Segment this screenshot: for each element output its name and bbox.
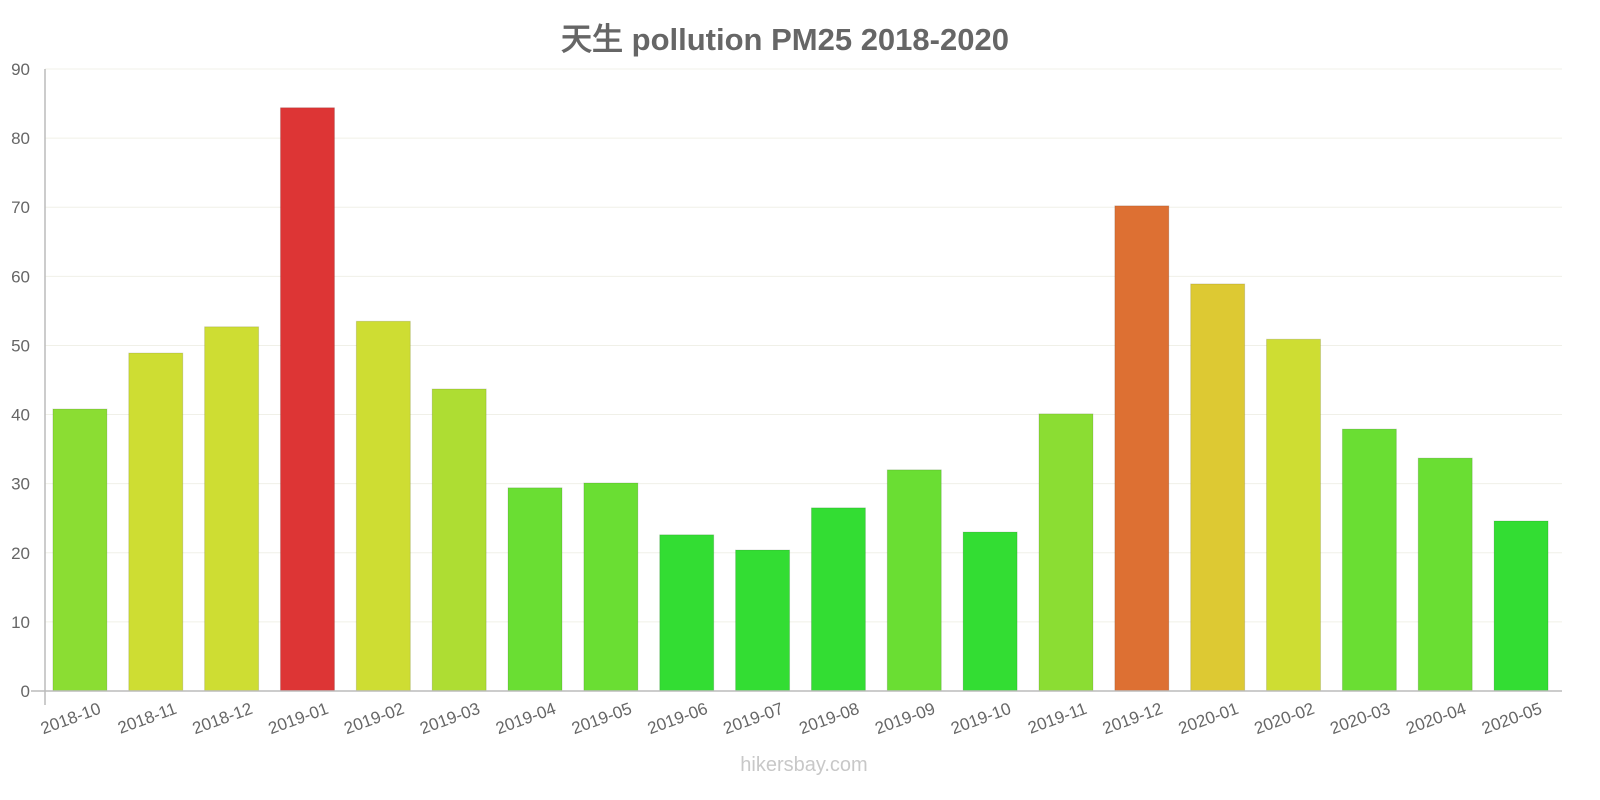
bar-2020-04 (1417, 457, 1473, 692)
bar-2020-01 (1190, 283, 1246, 692)
bar-2019-03 (431, 388, 487, 692)
x-tick-label: 2019-03 (417, 699, 482, 738)
y-tick-label: 40 (11, 406, 30, 425)
x-tick-label: 2019-07 (721, 699, 786, 738)
x-tick-label: 2020-03 (1328, 699, 1393, 738)
watermark: hikersbay.com (740, 754, 868, 776)
x-tick-label: 2019-01 (266, 699, 331, 738)
x-tick-label: 2020-01 (1176, 699, 1241, 738)
bar-2019-12 (1114, 205, 1170, 692)
x-tick-label: 2018-12 (190, 699, 255, 738)
x-tick-label: 2020-05 (1479, 699, 1544, 738)
bar-2019-10 (962, 531, 1018, 692)
bar-2019-11 (1038, 413, 1094, 692)
bar-2020-03 (1341, 428, 1397, 692)
bar-2018-12 (204, 326, 260, 692)
x-tick-label: 2019-09 (873, 699, 938, 738)
bar-2019-05 (583, 482, 639, 692)
y-tick-label: 50 (11, 336, 30, 355)
y-tick-label: 20 (11, 544, 30, 563)
x-tick-label: 2019-10 (948, 699, 1013, 738)
x-tick-label: 2019-12 (1100, 699, 1165, 738)
bar-2018-11 (128, 352, 184, 692)
chart-title: 天生 pollution PM25 2018-2020 (561, 22, 1009, 57)
y-tick-label: 30 (11, 475, 30, 494)
bar-2019-09 (886, 469, 942, 692)
y-tick-label: 60 (11, 267, 30, 286)
y-tick-label: 80 (11, 129, 30, 148)
bar-2019-08 (810, 507, 866, 692)
y-tick-label: 70 (11, 198, 30, 217)
bar-2019-01 (279, 107, 335, 692)
x-tick-label: 2020-02 (1252, 699, 1317, 738)
x-tick-label: 2019-05 (569, 699, 634, 738)
bar-2018-10 (52, 408, 108, 692)
bar-2019-07 (735, 549, 791, 692)
x-tick-label: 2019-11 (1025, 699, 1089, 738)
bar-2020-02 (1266, 338, 1322, 692)
x-tick-label: 2018-10 (38, 699, 103, 738)
x-tick-label: 2019-04 (493, 699, 558, 738)
bar-2020-05 (1493, 520, 1549, 692)
x-tick-label: 2020-04 (1403, 699, 1468, 738)
bar-2019-04 (507, 487, 563, 692)
bar-2019-02 (355, 320, 411, 692)
y-tick-label: 10 (11, 613, 30, 632)
x-tick-label: 2019-06 (645, 699, 710, 738)
x-tick-label: 2018-11 (115, 699, 179, 738)
x-tick-label: 2019-08 (797, 699, 862, 738)
y-tick-label: 90 (11, 60, 30, 79)
y-tick-label: 0 (21, 682, 30, 701)
bar-2019-06 (659, 534, 715, 692)
x-tick-label: 2019-02 (342, 699, 407, 738)
